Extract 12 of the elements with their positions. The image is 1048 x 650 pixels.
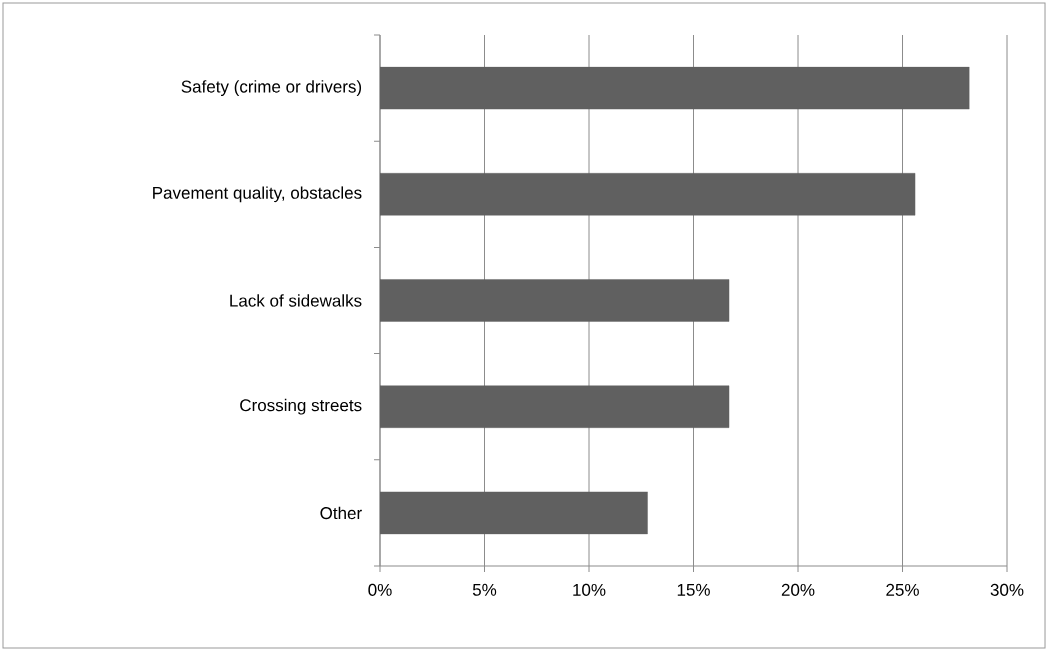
y-tick-label: Safety (crime or drivers) — [181, 80, 362, 97]
x-tick-label: 20% — [781, 583, 815, 596]
y-tick-label: Lack of sidewalks — [230, 294, 362, 307]
x-tick-label: 0% — [368, 583, 392, 596]
x-tick-label: 25% — [886, 583, 919, 596]
x-tick-label: 10% — [573, 583, 606, 596]
x-tick-label: 5% — [472, 583, 497, 596]
x-tick-label: 15% — [677, 583, 710, 596]
y-tick-label: Pavement quality, obstacles — [153, 186, 362, 203]
x-tick-label: 30% — [990, 583, 1024, 596]
y-tick-label: Crossing streets — [240, 398, 362, 415]
y-tick-label: Other — [320, 506, 362, 520]
